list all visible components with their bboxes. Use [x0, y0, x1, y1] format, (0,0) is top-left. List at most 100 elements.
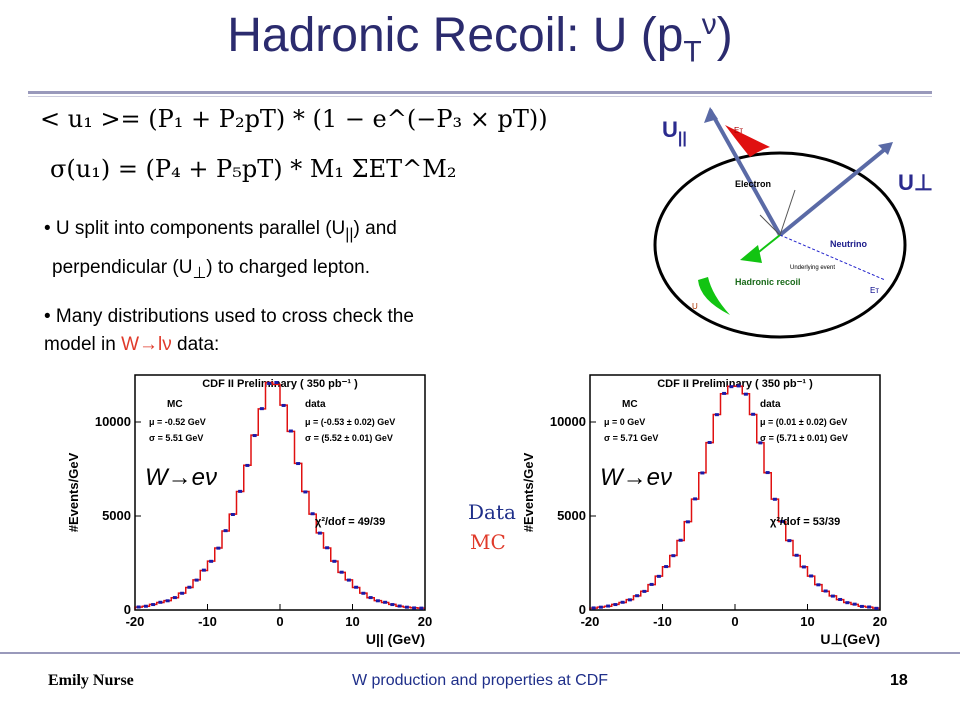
data-point: [765, 471, 770, 475]
recoil-cluster: [698, 277, 730, 315]
x-tick-label: 0: [276, 614, 283, 629]
x-tick-label: -20: [126, 614, 145, 629]
plot-frame: [134, 374, 426, 611]
data-point: [194, 578, 199, 582]
data-point: [722, 391, 727, 395]
process-label: W→eν: [145, 464, 217, 491]
et-label-bottom: Eᴛ: [870, 286, 879, 295]
u-parallel-label: U||: [662, 117, 687, 147]
x-tick-label: 10: [345, 614, 359, 629]
data-point: [794, 553, 799, 557]
data-point: [172, 596, 177, 600]
data-point: [867, 605, 872, 609]
data-point: [187, 585, 192, 589]
data-point: [823, 589, 828, 593]
data-point: [317, 531, 322, 535]
data-point: [635, 594, 640, 598]
x-tick-label: -20: [581, 614, 600, 629]
data-point: [787, 539, 792, 543]
mc-mean: μ = -0.52 GeV: [149, 417, 206, 427]
data-point: [383, 600, 388, 604]
data-point: [339, 570, 344, 574]
chi2-label: χ²/dof = 53/39: [770, 516, 840, 528]
data-point: [180, 591, 185, 595]
x-axis-label: U|| (GeV): [366, 631, 425, 647]
data-point: [780, 519, 785, 523]
legend-data: Data: [468, 500, 516, 524]
data-point: [649, 582, 654, 586]
footer-title: W production and properties at CDF: [351, 672, 609, 689]
data-point: [671, 554, 676, 558]
legend-mc: MC: [470, 530, 506, 554]
data-point: [252, 434, 257, 438]
histogram-u-perp: CDF II Preliminary ( 350 pb⁻¹ ) -20 -10 0 10…: [521, 374, 887, 647]
y-tick-label: 10000: [550, 414, 586, 429]
x-axis-label: U⊥(GeV): [820, 631, 880, 647]
data-point: [606, 604, 611, 608]
histogram-u-parallel: CDF II Preliminary ( 350 pb⁻¹ )-20 -10 0 10…: [66, 374, 432, 647]
electron-label: Electron: [735, 179, 771, 189]
data-point: [216, 546, 221, 550]
data-point: [707, 440, 712, 444]
data-point: [303, 490, 308, 494]
data-point: [346, 578, 351, 582]
recoil-arrowhead: [740, 245, 762, 263]
data-point: [627, 598, 632, 602]
x-tick-label: -10: [653, 614, 672, 629]
data-point: [642, 589, 647, 593]
data-point: [230, 512, 235, 516]
data-point: [743, 392, 748, 396]
data-point: [838, 597, 843, 601]
u-parallel-arrow: [708, 109, 782, 236]
data-point: [397, 604, 402, 608]
data-point: [830, 594, 835, 598]
x-tick-label: 20: [873, 614, 887, 629]
y-tick-label: 0: [579, 602, 586, 617]
data-point: [801, 565, 806, 569]
data-point: [845, 601, 850, 605]
x-tick-label: 10: [800, 614, 814, 629]
u-perp-label: U⊥: [898, 170, 933, 195]
data-point: [809, 574, 814, 578]
data-point: [390, 603, 395, 607]
data-point: [375, 599, 380, 603]
mc-sigma: σ = 5.71 GeV: [604, 433, 658, 443]
data-point: [223, 529, 228, 533]
et-label-top: Eᴛ: [734, 126, 743, 135]
mc-mean: μ = 0 GeV: [604, 417, 645, 427]
data-point: [693, 497, 698, 501]
y-tick-label: 5000: [102, 508, 131, 523]
footer-author: Emily Nurse: [48, 672, 134, 689]
data-point: [158, 600, 163, 604]
data-header: data: [305, 399, 326, 410]
data-header: data: [760, 399, 781, 410]
data-point: [678, 538, 683, 542]
hadronic-recoil-label: Hadronic recoil: [735, 277, 801, 287]
data-point: [361, 591, 366, 595]
data-point: [259, 407, 264, 411]
mc-header: MC: [167, 399, 183, 410]
page-title: Hadronic Recoil: U (pTν): [227, 8, 733, 69]
data-point: [296, 462, 301, 466]
data-point: [852, 602, 857, 606]
y-axis-label: #Events/GeV: [66, 452, 81, 532]
footer-divider: [0, 652, 960, 654]
chi2-label: χ²/dof = 49/39: [315, 516, 385, 528]
data-point: [245, 463, 250, 467]
data-point: [685, 520, 690, 524]
u-small-label: U: [692, 302, 698, 311]
data-point: [165, 599, 170, 603]
data-point: [143, 604, 148, 608]
u-perp-arrow: [778, 143, 892, 237]
data-point: [620, 600, 625, 604]
title-divider-thin: [28, 96, 932, 97]
data-point: [238, 489, 243, 493]
chart-title: CDF II Preliminary ( 350 pb⁻¹ ): [657, 378, 813, 390]
equation-sigma: σ(u₁) = (P₄ + P₅pT) * M₁ ΣET^M₂: [50, 155, 457, 183]
detector-circle: [653, 151, 907, 339]
data-point: [404, 605, 409, 609]
data-point: [816, 583, 821, 587]
data-sigma: σ = (5.52 ± 0.01) GeV: [305, 433, 393, 443]
data-point: [656, 574, 661, 578]
data-point: [700, 471, 705, 475]
